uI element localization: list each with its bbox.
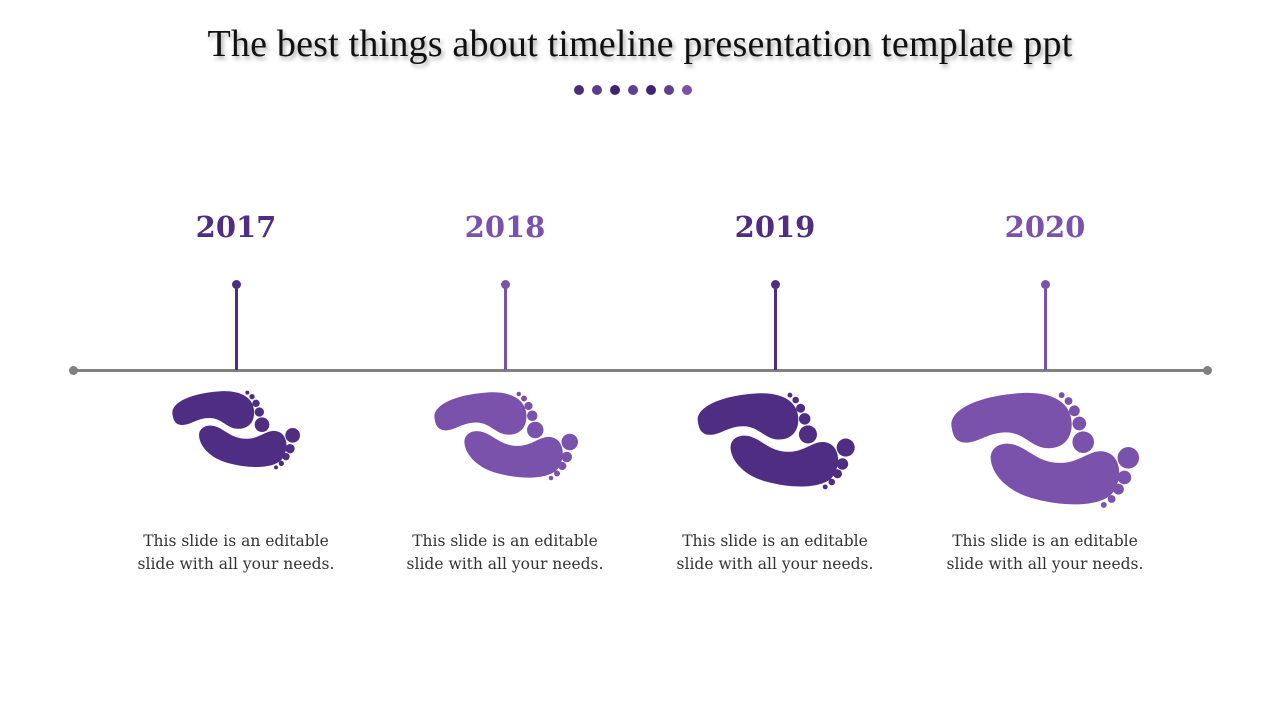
marker-stem [773,285,777,370]
item-description: This slide is an editable slide with all… [946,532,1144,573]
item-description: This slide is an editable slide with all… [137,532,335,573]
item-description: This slide is an editable slide with all… [676,532,874,573]
marker-stem [234,285,238,370]
footprints-icon [951,392,1140,508]
decor-dot [574,85,584,95]
year-label: 2017 [195,210,277,244]
marker-dot [1040,280,1050,289]
decor-dot [592,85,602,95]
decor-dot [682,85,692,95]
footprints-icon [697,392,855,490]
axis-end-dot [1203,366,1212,375]
year-label: 2020 [1004,210,1086,244]
axis-start-dot [69,366,78,375]
marker-dot [770,280,780,289]
item-description: This slide is an editable slide with all… [406,532,604,573]
footprints-icon [172,390,300,470]
marker-stem [503,285,507,370]
marker-dot [231,280,241,289]
footprints-icon [434,391,578,481]
marker-dot [500,280,510,289]
year-label: 2018 [464,210,546,244]
decor-dot [646,85,656,95]
slide-title: The best things about timeline presentat… [207,23,1073,65]
decor-dot [610,85,620,95]
decor-dot [664,85,674,95]
marker-stem [1043,285,1047,370]
decor-dot [628,85,638,95]
timeline-axis [73,369,1208,372]
decorative-dots [574,85,692,95]
year-label: 2019 [734,210,816,244]
